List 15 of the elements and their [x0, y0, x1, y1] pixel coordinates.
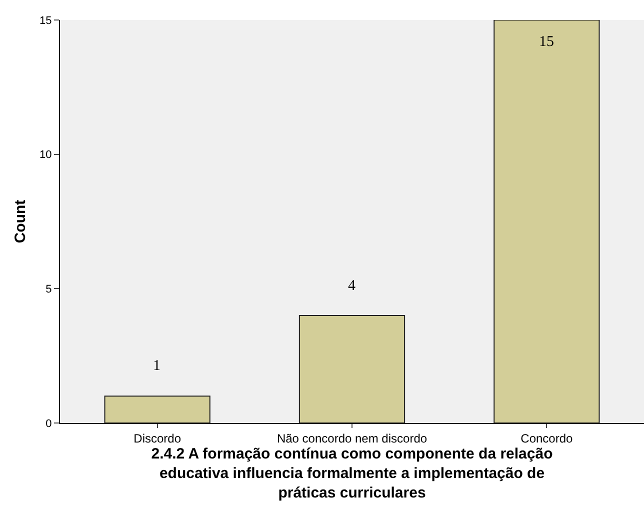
y-tick-label: 5 [46, 284, 52, 296]
x-axis-title: 2.4.2 A formação contínua como componente da relação educativa influencia formalmente a implementação de práticas curriculares [151, 445, 553, 502]
y-tick-label: 15 [40, 14, 52, 27]
x-tick-label: Discordo [134, 431, 182, 446]
x-tick-label: Concordo [520, 431, 574, 446]
bar [104, 396, 210, 423]
y-axis-title: Count [12, 200, 29, 244]
bar [298, 315, 406, 423]
bar [494, 20, 600, 423]
y-tick-label: 10 [40, 149, 52, 162]
data-label: 1 [153, 358, 160, 374]
y-tick-label: 0 [46, 418, 52, 430]
data-label: 4 [348, 278, 356, 294]
data-label: 15 [539, 34, 554, 50]
x-tick-label: Não concordo nem discordo [276, 431, 428, 446]
